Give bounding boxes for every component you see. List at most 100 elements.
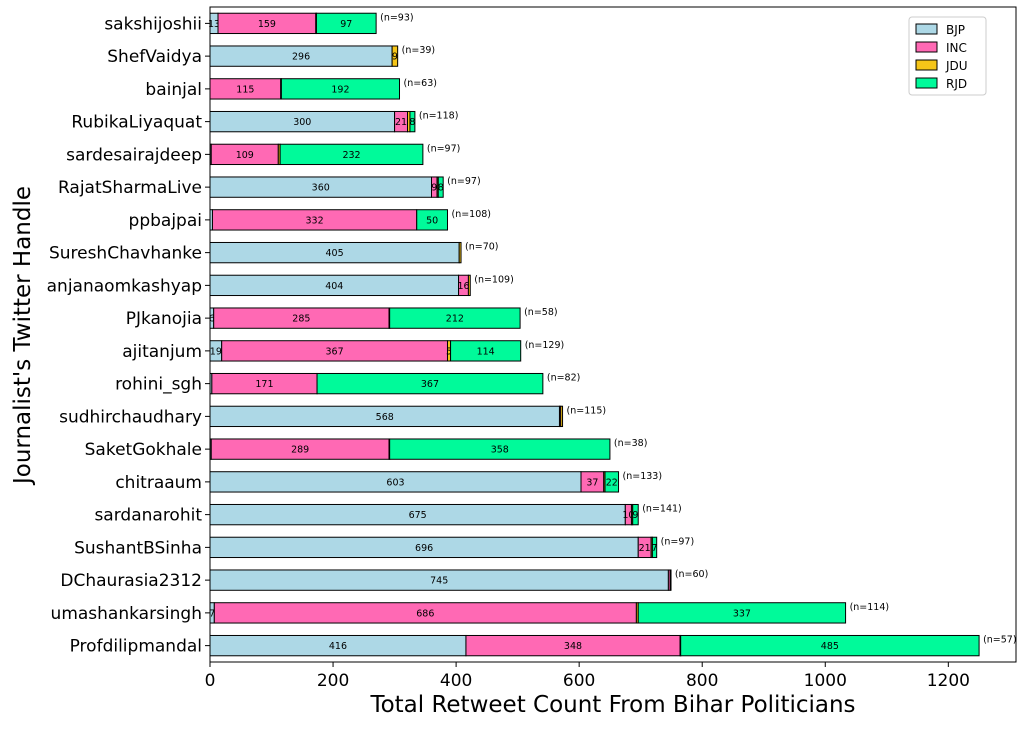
bar-segment-jdu xyxy=(560,405,564,428)
y-tick-label: RubikaLiyaquat xyxy=(71,113,202,133)
x-tick-label: 400 xyxy=(440,671,472,691)
bar-value-label: 114 xyxy=(477,346,495,357)
y-tick-label: ajitanjum xyxy=(122,342,202,362)
bar-value-label: 568 xyxy=(376,412,394,423)
bar-value-label: 97 xyxy=(340,19,352,30)
bar-value-label: 300 xyxy=(293,117,311,128)
y-tick-label: SushantBSinha xyxy=(74,538,202,558)
y-tick-label: ppbajpai xyxy=(129,211,202,231)
bar-value-label: 358 xyxy=(491,445,509,456)
bars-layer: 13 159 97(n=93)296 9(n=39)115 192(n=63)300 21… xyxy=(208,12,1017,657)
legend-swatch-bjp xyxy=(915,23,938,35)
bar-segment-jdu xyxy=(669,569,672,591)
bar-count-label: (n=129) xyxy=(525,340,565,351)
bar-segment-rjd xyxy=(389,438,611,460)
bar-segment-rjd xyxy=(604,471,620,493)
bar-count-label: (n=115) xyxy=(567,405,607,416)
bar-value-label: 5 xyxy=(446,346,452,357)
y-axis-label: Journalist's Twitter Handle xyxy=(10,186,36,486)
bar-count-label: (n=57) xyxy=(983,635,1016,646)
bar-value-label: 360 xyxy=(312,183,330,194)
plot-frame xyxy=(209,6,1017,663)
bar-count-label: (n=63) xyxy=(404,78,437,89)
bar-value-label: 686 xyxy=(416,608,434,619)
bar-segment-rjd xyxy=(632,503,639,526)
bar-value-label: 8 xyxy=(409,117,415,128)
bar-segment-rjd xyxy=(651,536,658,559)
bar-value-label: 485 xyxy=(821,641,839,652)
bar-segment-rjd xyxy=(450,340,522,362)
bar-count-label: (n=82) xyxy=(547,373,580,384)
bar-value-label: 192 xyxy=(331,84,349,95)
y-tick-label: SaketGokhale xyxy=(85,440,202,460)
bar-segment-rjd xyxy=(280,78,401,100)
bar-segment-rjd xyxy=(680,634,980,657)
bar-count-label: (n=141) xyxy=(642,504,682,515)
bar-segment-jdu xyxy=(391,45,399,67)
bar-value-label: 416 xyxy=(329,641,347,652)
bar-value-label: 7 xyxy=(652,543,658,554)
legend-swatch-jdu xyxy=(915,59,938,71)
bar-value-label: 21 xyxy=(639,543,651,554)
bar-value-label: 171 xyxy=(255,379,273,390)
bar-count-label: (n=60) xyxy=(675,569,708,580)
bar-segment-rjd xyxy=(637,602,847,624)
bar-value-label: 7 xyxy=(209,608,215,619)
x-axis-label: Total Retweet Count From Bihar Politicia… xyxy=(369,692,855,718)
bar-segment-rjd xyxy=(409,110,416,133)
bar-value-label: 19 xyxy=(210,346,222,357)
bar-count-label: (n=118) xyxy=(419,111,459,122)
x-tick-label: 600 xyxy=(563,671,595,691)
x-tick-label: 800 xyxy=(686,671,718,691)
y-tick-label: PJkanojia xyxy=(126,309,202,329)
bar-count-label: (n=108) xyxy=(451,209,491,220)
y-tick-label: sakshijoshii xyxy=(104,14,202,34)
bar-value-label: 232 xyxy=(342,150,360,161)
legend-label-rjd: RJD xyxy=(946,77,967,91)
legend: BJP INC JDU RJD xyxy=(908,16,987,96)
y-tick-label: chitraaum xyxy=(115,473,202,493)
bar-value-label: 13 xyxy=(208,19,220,30)
bar-value-label: 115 xyxy=(236,84,254,95)
bar-count-label: (n=58) xyxy=(524,307,557,318)
bar-value-label: 348 xyxy=(564,641,582,652)
bar-value-label: 10 xyxy=(622,510,634,521)
bar-value-label: 109 xyxy=(236,150,254,161)
bar-value-label: 8 xyxy=(438,183,444,194)
legend-box xyxy=(908,16,987,96)
y-tick-label: ShefVaidya xyxy=(107,47,202,67)
bar-count-label: (n=109) xyxy=(474,274,514,285)
bar-value-label: 159 xyxy=(258,19,276,30)
bar-segment-rjd xyxy=(389,307,521,329)
y-tick-label: umashankarsingh xyxy=(51,604,202,624)
bar-value-label: 675 xyxy=(409,510,427,521)
y-tick-label: Profdilipmandal xyxy=(70,637,202,657)
bar-count-label: (n=97) xyxy=(447,176,480,187)
bar-value-label: 9 xyxy=(392,52,398,63)
y-tick-label: bainjal xyxy=(145,80,202,100)
x-tick-label: 1200 xyxy=(927,671,970,691)
bar-count-label: (n=97) xyxy=(661,536,694,547)
bar-segment-rjd xyxy=(315,12,377,35)
bar-value-label: 9 xyxy=(431,183,437,194)
bar-count-label: (n=97) xyxy=(427,143,460,154)
ticks-layer: sakshijoshii ShefVaidya bainjal RubikaLiyaq… xyxy=(47,14,970,691)
bar-value-label: 289 xyxy=(291,445,309,456)
y-tick-label: SureshChavhanke xyxy=(49,244,202,264)
bar-value-label: 696 xyxy=(415,543,433,554)
y-tick-label: rohini_sgh xyxy=(115,375,202,395)
y-tick-label: DChaurasia2312 xyxy=(60,571,202,591)
y-tick-label: sudhirchaudhary xyxy=(59,407,202,427)
bar-value-label: 367 xyxy=(326,346,344,357)
bar-value-label: 296 xyxy=(292,52,310,63)
bar-value-label: 745 xyxy=(430,576,448,587)
bar-value-label: 50 xyxy=(426,215,438,226)
bar-value-label: 6 xyxy=(209,314,215,325)
x-tick-label: 200 xyxy=(317,671,349,691)
x-tick-label: 0 xyxy=(205,671,216,691)
legend-label-bjp: BJP xyxy=(946,23,965,37)
bar-segment-rjd xyxy=(316,372,544,395)
bar-segment-rjd xyxy=(279,143,424,166)
